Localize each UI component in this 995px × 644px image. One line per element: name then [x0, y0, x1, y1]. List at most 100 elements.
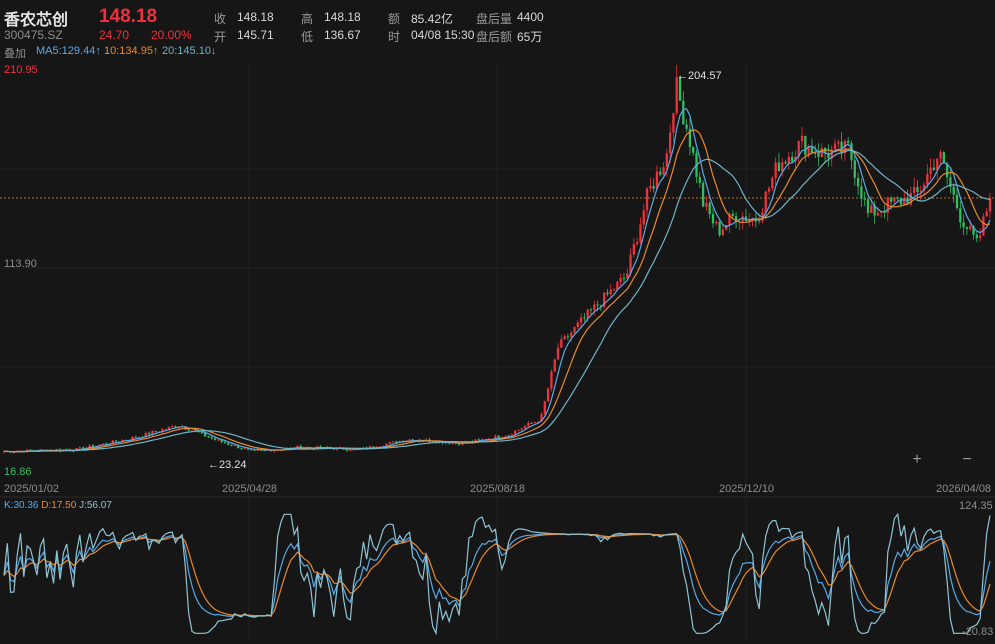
- candle-body: [817, 153, 820, 157]
- candle-body: [391, 441, 395, 443]
- stat-label-high: 高: [301, 12, 314, 26]
- kdj-axis-top: 124.35: [959, 500, 993, 512]
- candle-body: [708, 202, 711, 215]
- candle-body: [510, 434, 513, 436]
- candle-body: [800, 135, 804, 142]
- candle-body: [975, 234, 978, 239]
- candle-body: [556, 347, 560, 360]
- candle-body: [576, 322, 579, 328]
- zoom-out-button[interactable]: −: [962, 451, 972, 468]
- candle-body: [586, 309, 589, 318]
- candle-body: [790, 156, 794, 162]
- candle-body: [672, 113, 675, 133]
- date-label-4: 2025/12/10: [719, 483, 775, 495]
- candle-body: [830, 149, 833, 159]
- candle-body: [675, 77, 678, 114]
- candle-body: [616, 281, 619, 290]
- stat-value-amount: 85.42亿: [411, 12, 454, 26]
- candle-body: [167, 426, 171, 430]
- candle-body: [388, 442, 391, 444]
- candle-body: [652, 185, 655, 189]
- candle-body: [98, 444, 101, 446]
- candle-body: [497, 435, 500, 439]
- candle-body: [807, 145, 810, 156]
- candle-body: [88, 445, 91, 448]
- date-label-2: 2025/04/28: [222, 483, 278, 495]
- candle-body: [345, 449, 349, 451]
- candle-body: [949, 177, 952, 187]
- candle-body: [896, 197, 899, 199]
- kdj-axis-bottom: -20.83: [962, 626, 994, 638]
- candle-body: [837, 141, 840, 144]
- date-label-5: 2026/04/08: [936, 483, 992, 495]
- candle-body: [227, 443, 230, 445]
- candle-body: [982, 216, 985, 236]
- candle-body: [711, 214, 715, 224]
- candle-body: [919, 190, 922, 193]
- high-annotation: ←204.57: [677, 70, 722, 82]
- zoom-in-button[interactable]: +: [912, 451, 922, 468]
- stock-name: 香农芯创: [4, 12, 69, 29]
- candle-body: [843, 140, 847, 154]
- candle-body: [517, 429, 520, 431]
- stat-value-close: 148.18: [237, 10, 274, 24]
- candle-body: [543, 401, 546, 414]
- stat-value-low: 136.67: [324, 28, 361, 42]
- candle-body: [603, 292, 606, 307]
- candle-body: [705, 202, 708, 207]
- candle-body: [154, 431, 157, 433]
- candle-body: [734, 216, 738, 222]
- candle-body: [593, 304, 596, 310]
- candle-body: [777, 162, 781, 172]
- candle-body: [932, 167, 936, 171]
- stat-label-open: 开: [214, 30, 227, 44]
- overlay-button[interactable]: 叠加: [4, 48, 26, 60]
- candle-body: [2, 451, 6, 453]
- candle-body: [523, 426, 527, 429]
- candle-body: [546, 388, 550, 402]
- candle-body: [767, 188, 771, 192]
- candle-body: [959, 208, 962, 223]
- candle-body: [629, 254, 632, 274]
- candle-body: [111, 440, 114, 444]
- candle-body: [236, 445, 240, 449]
- candle-body: [820, 148, 823, 157]
- stat-value-open: 145.71: [237, 28, 274, 42]
- candle-body: [121, 439, 124, 442]
- candle-body: [560, 339, 563, 348]
- candle-body: [870, 205, 873, 213]
- candle-body: [573, 327, 576, 333]
- candle-body: [810, 145, 814, 153]
- candle-body: [929, 167, 932, 175]
- candle-body: [728, 213, 731, 225]
- ma20-line: [3, 149, 991, 453]
- kdj-d-value: D:17.50: [41, 500, 77, 511]
- candle-body: [78, 447, 81, 449]
- candle-body: [913, 187, 916, 193]
- candle-body: [701, 182, 705, 207]
- kdj-j-line: [3, 512, 991, 636]
- candle-body: [187, 429, 190, 431]
- candle-body: [147, 432, 151, 435]
- candle-body: [889, 197, 893, 202]
- candle-body: [619, 278, 622, 282]
- candle-body: [926, 174, 929, 185]
- candle-body: [649, 185, 652, 189]
- last-price: 148.18: [99, 6, 158, 27]
- price-change-percent: 20.00%: [151, 28, 192, 42]
- candle-body: [230, 444, 233, 446]
- ma5-line: [3, 108, 991, 453]
- candle-body: [200, 432, 204, 434]
- candle-body: [764, 191, 767, 213]
- candle-body: [207, 436, 210, 438]
- ma10-line: [3, 129, 991, 453]
- candle-body: [533, 421, 537, 424]
- candle-body: [988, 198, 992, 212]
- stat-label-after-volume: 盘后量: [476, 12, 513, 26]
- candle-body: [190, 430, 194, 432]
- candle-body: [131, 436, 134, 440]
- stat-value-time: 04/08 15:30: [411, 28, 475, 42]
- candle-body: [781, 162, 784, 172]
- candle-body: [863, 198, 866, 200]
